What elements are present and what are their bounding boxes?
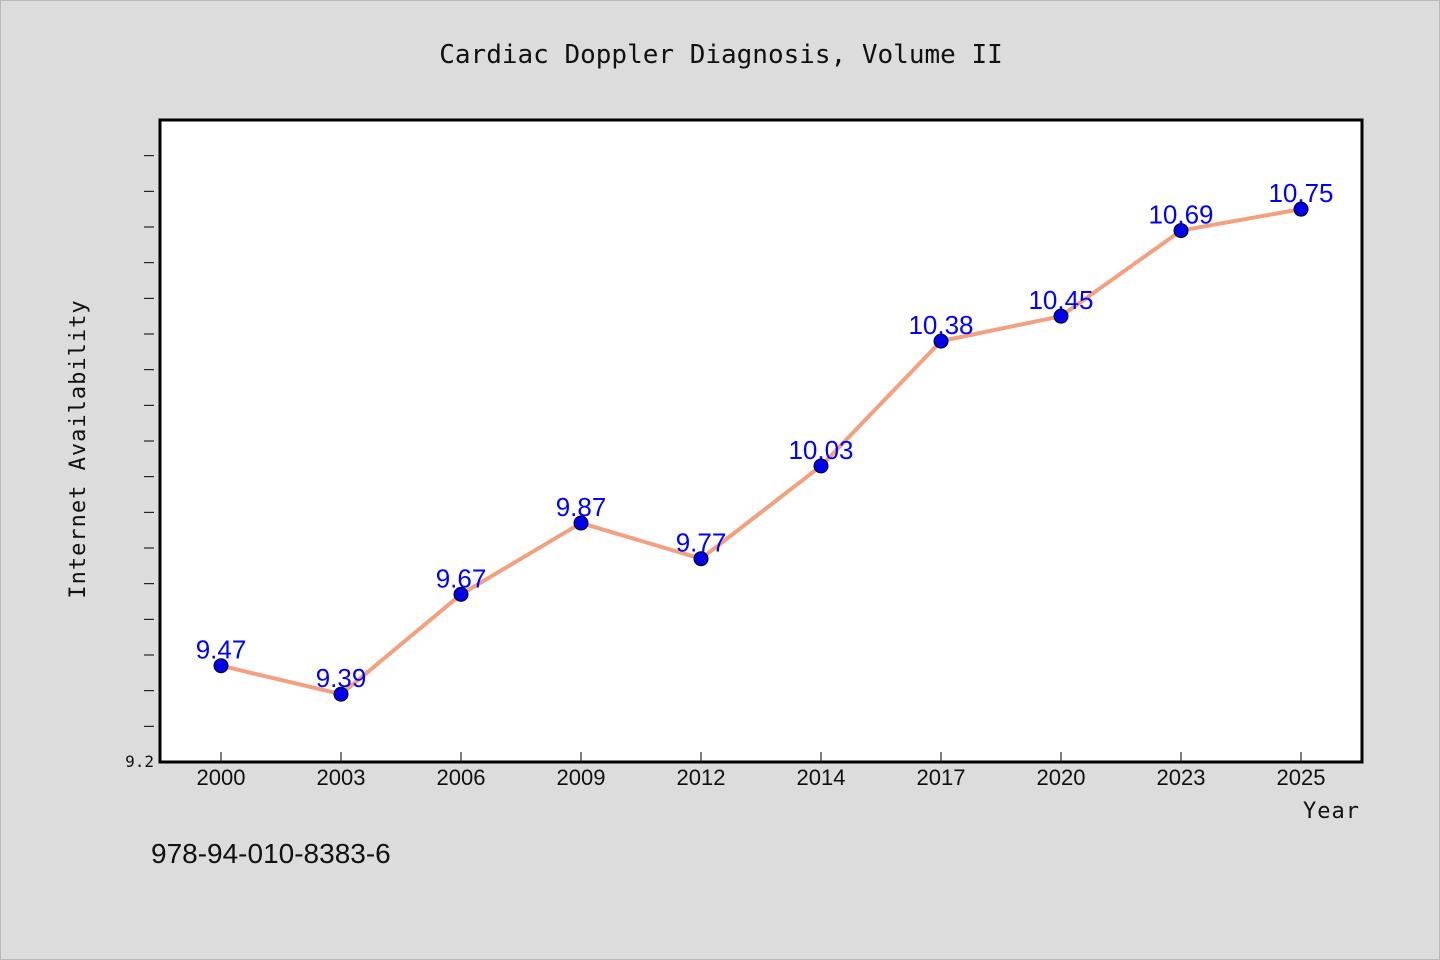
- data-point: [333, 686, 349, 702]
- x-tick-label: 2020: [1037, 765, 1086, 790]
- data-label: 10.75: [1268, 178, 1333, 208]
- data-point: [453, 586, 469, 602]
- data-label: 9.87: [556, 492, 607, 522]
- x-tick-label: 2025: [1277, 765, 1326, 790]
- x-axis-label: Year: [1303, 799, 1360, 824]
- y-axis-ticks: 9.2: [125, 155, 154, 771]
- data-label: 9.47: [196, 635, 247, 665]
- data-point: [933, 333, 949, 349]
- x-tick-label: 2012: [677, 765, 726, 790]
- x-tick-label: 2023: [1157, 765, 1206, 790]
- data-point: [813, 458, 829, 474]
- data-label: 10.69: [1148, 200, 1213, 230]
- x-axis-ticks: 2000 2003 2006 2009 2012 2014 2017 2020 2023 2025: [197, 752, 1326, 790]
- data-label: 10.38: [908, 310, 973, 340]
- x-tick-label: 2009: [557, 765, 606, 790]
- data-label: 9.77: [676, 528, 727, 558]
- data-label: 10.45: [1028, 285, 1093, 315]
- chart-title: Cardiac Doppler Diagnosis, Volume II: [439, 40, 1003, 70]
- data-point: [1053, 308, 1069, 324]
- y-axis-label: Internet Availability: [66, 299, 91, 598]
- data-label: 9.39: [316, 663, 367, 693]
- x-tick-label: 2003: [317, 765, 366, 790]
- data-point: [213, 658, 229, 674]
- x-tick-label: 2000: [197, 765, 246, 790]
- data-point: [573, 515, 589, 531]
- x-tick-label: 2014: [797, 765, 846, 790]
- series-line: [219, 207, 1303, 697]
- data-point: [1293, 201, 1309, 217]
- data-point: [1173, 223, 1189, 239]
- data-point: [693, 551, 709, 567]
- data-label: 10.03: [788, 435, 853, 465]
- data-label: 9.67: [436, 563, 487, 593]
- y-tick-label: 9.2: [125, 752, 154, 771]
- x-tick-label: 2006: [437, 765, 486, 790]
- isbn-footnote: 978-94-010-8383-6: [151, 838, 391, 869]
- x-tick-label: 2017: [917, 765, 966, 790]
- plot-area: [158, 118, 1364, 764]
- data-labels: 9.47 9.39 9.67 9.87 9.77 10.03 10.38 10.45 10.69…: [196, 178, 1334, 693]
- series-layer: [213, 201, 1309, 702]
